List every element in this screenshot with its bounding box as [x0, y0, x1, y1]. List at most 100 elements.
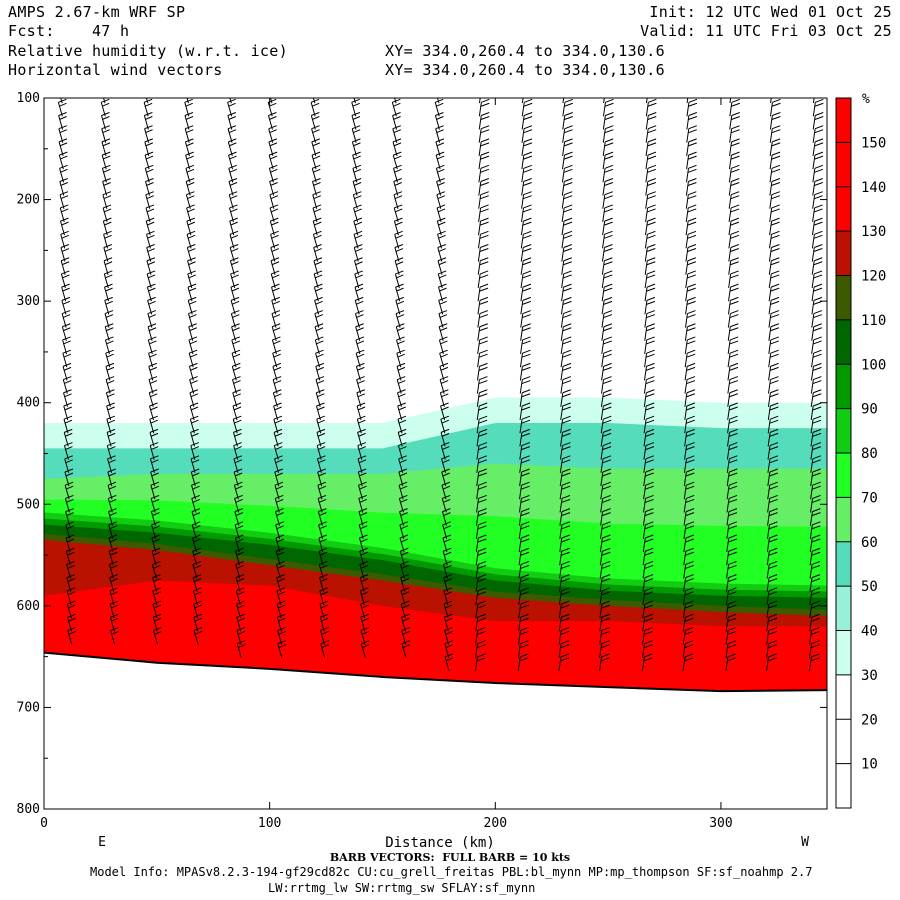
wind-barb-flag: [771, 257, 780, 262]
wind-barb-flag: [646, 270, 656, 275]
wind-barb-flag: [60, 182, 68, 186]
wind-barb-flag: [478, 419, 488, 424]
wind-barb-flag: [313, 230, 322, 235]
wind-barb-flag: [102, 155, 111, 160]
wind-barb-flag: [685, 472, 695, 477]
wind-barb-flag: [354, 221, 363, 226]
wind-barb-flag: [727, 653, 737, 658]
wind-barb-shaft: [476, 498, 480, 513]
wind-barb-flag: [644, 617, 653, 622]
wind-barb-flag: [442, 494, 451, 499]
wind-barb-flag: [647, 182, 656, 186]
x-end-label-right: W: [801, 835, 809, 850]
wind-barb-flag: [352, 138, 361, 143]
wind-barb-flag: [684, 640, 694, 645]
wind-barb-shaft: [558, 603, 562, 619]
wind-barb-flag: [687, 234, 697, 239]
wind-barb-shaft: [726, 498, 730, 513]
wind-barb-flag: [440, 415, 450, 420]
wind-barb-flag: [478, 508, 487, 513]
wind-barb-column: [227, 98, 246, 658]
wind-barb-flag: [479, 310, 489, 315]
wind-barb-flag: [275, 534, 285, 539]
wind-barb-flag: [604, 155, 614, 160]
wind-barb-shaft: [599, 617, 603, 632]
wind-barb-flag: [441, 481, 451, 486]
wind-barb-flag: [272, 327, 281, 332]
wind-barb-flag: [102, 90, 109, 93]
wind-barb-flag: [357, 406, 366, 411]
wind-barb-flag: [399, 485, 408, 490]
wind-barb-flag: [602, 494, 611, 499]
wind-barb-flag: [358, 432, 366, 437]
wind-barb-flag: [438, 234, 446, 239]
wind-barb-shaft: [684, 392, 688, 407]
wind-barb-flag: [442, 547, 452, 552]
wind-barb-flag: [231, 310, 240, 315]
wind-barb-flag: [685, 574, 694, 579]
wind-barb-flag: [108, 459, 116, 464]
wind-barb-flag: [232, 389, 241, 394]
wind-barb-flag: [144, 116, 153, 120]
wind-barb-flag: [312, 178, 321, 182]
wind-barb-flag: [400, 525, 409, 530]
wind-barb-flag: [396, 287, 404, 292]
wind-barb-flag: [439, 327, 448, 332]
wind-barb-flag: [185, 164, 195, 169]
wind-barb-flag: [768, 564, 778, 569]
wind-barb-flag: [439, 349, 448, 354]
wind-barb-flag: [232, 402, 242, 407]
wind-barb-flag: [277, 591, 286, 596]
wind-barb-shaft: [519, 379, 523, 394]
wind-barb-flag: [603, 349, 612, 354]
wind-barb-flag: [769, 472, 779, 477]
wind-barb-shaft: [644, 247, 648, 262]
wind-barb-flag: [477, 564, 487, 569]
wind-barb-flag: [519, 657, 529, 662]
wind-barb-shaft: [727, 392, 731, 407]
wind-barb-shaft: [643, 405, 647, 421]
wind-barb-flag: [194, 604, 202, 609]
wind-barb-flag: [730, 182, 740, 186]
wind-barb-flag: [477, 604, 486, 609]
wind-barb-shaft: [520, 300, 524, 315]
wind-barb-shaft: [725, 577, 729, 592]
wind-barb-shaft: [768, 247, 772, 262]
wind-barb-flag: [564, 125, 573, 130]
wind-barb-flag: [601, 640, 610, 645]
wind-barb-flag: [644, 547, 654, 552]
wind-barb-flag: [110, 591, 119, 596]
wind-barb-flag: [228, 129, 237, 134]
wind-barb-flag: [352, 116, 361, 120]
wind-barb-flag: [686, 389, 696, 394]
wind-barb-flag: [313, 182, 321, 186]
wind-barb-flag: [687, 221, 697, 226]
wind-barb-flag: [435, 151, 445, 156]
wind-barb-flag: [601, 653, 610, 658]
wind-barb-shaft: [642, 603, 646, 619]
wind-barb-shaft: [645, 207, 649, 222]
wind-barb-flag: [648, 90, 656, 93]
wind-barb-flag: [102, 116, 110, 120]
wind-barb-flag: [562, 428, 571, 433]
wind-barb-flag: [277, 640, 286, 645]
wind-barb-flag: [441, 432, 450, 437]
wind-barb-shaft: [642, 590, 646, 605]
colorbar-swatch: [836, 630, 851, 675]
wind-barb-flag: [685, 534, 695, 539]
wind-barb-flag: [108, 498, 117, 503]
wind-barb-shaft: [728, 273, 732, 289]
wind-barb-flag: [768, 587, 778, 592]
wind-barb-flag: [59, 164, 68, 169]
wind-barb-flag: [394, 204, 403, 209]
wind-barb-flag: [315, 327, 324, 332]
wind-barb-flag: [730, 283, 739, 288]
wind-barb-flag: [437, 221, 446, 226]
wind-barb-flag: [644, 640, 653, 645]
wind-barb-flag: [395, 283, 404, 288]
wind-barb-shaft: [401, 643, 407, 658]
wind-barb-flag: [523, 244, 532, 248]
wind-barb-flag: [477, 587, 487, 592]
wind-barb-shaft: [478, 115, 482, 130]
wind-barb-flag: [67, 578, 75, 583]
